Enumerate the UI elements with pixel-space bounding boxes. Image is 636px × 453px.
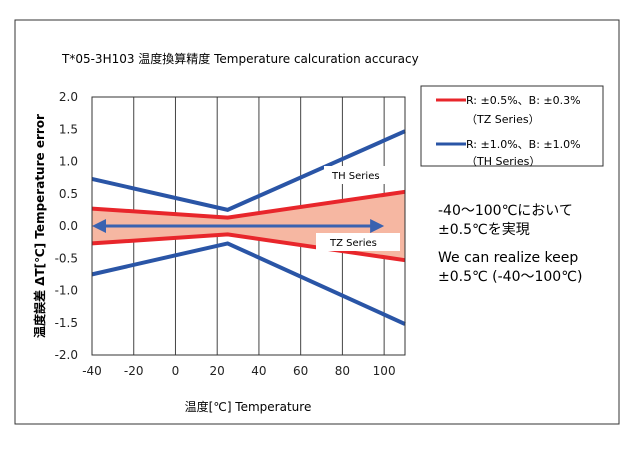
x-axis-label: 温度[℃] Temperature [185, 399, 312, 414]
th-upper-line [91, 129, 406, 212]
y-tick-label: -1.0 [55, 284, 78, 298]
arrow-head-right [370, 219, 385, 233]
arrow-head-left [92, 219, 106, 233]
tz-label-bg [316, 233, 400, 251]
y-tick-label: 0.0 [59, 219, 78, 233]
tz-upper-line [91, 189, 406, 220]
x-tick-label: 40 [251, 364, 266, 378]
y-tick-label: 1.5 [59, 122, 78, 136]
y-tick-label: -0.5 [55, 251, 78, 265]
legend-label-th: R: ±1.0%、B: ±1.0% [466, 138, 581, 151]
legend-label-tz: R: ±0.5%、B: ±0.3% [466, 94, 581, 107]
x-tick-label: 0 [172, 364, 180, 378]
y-axis-label: 温度誤差 ΔT[℃] Temperature error [32, 114, 47, 338]
x-tick-label: -20 [124, 364, 144, 378]
x-tick-label: 80 [335, 364, 350, 378]
y-tick-label: -1.5 [55, 316, 78, 330]
x-tick-label: -40 [82, 364, 102, 378]
x-tick-label: 100 [373, 364, 396, 378]
y-tick-label: 2.0 [59, 90, 78, 104]
note-jp-1: -40～100℃において [438, 203, 573, 219]
x-tick-label: 60 [293, 364, 308, 378]
plot-border [91, 96, 406, 356]
th-label-bg [324, 166, 392, 184]
x-tick-label: 20 [210, 364, 225, 378]
chart-title: T*05-3H103 温度換算精度 Temperature calcuratio… [61, 51, 419, 66]
tz-series-label: TZ Series [329, 238, 377, 249]
note-en-2: ±0.5℃ (-40～100℃) [438, 269, 582, 285]
y-tick-label: -2.0 [55, 348, 78, 362]
legend-sub-th: （TH Series） [466, 155, 540, 168]
y-tick-label: 0.5 [59, 187, 78, 201]
th-series-label: TH Series [331, 171, 380, 182]
note-jp-2: ±0.5℃を実現 [438, 222, 530, 238]
note-en-1: We can realize keep [438, 250, 578, 266]
legend-sub-tz: （TZ Series） [466, 113, 540, 126]
th-lower-line [91, 241, 406, 326]
tz-lower-line [91, 232, 406, 263]
frame [14, 19, 620, 425]
legend: R: ±0.5%、B: ±0.3% （TZ Series） R: ±1.0%、B… [420, 85, 604, 168]
y-tick-label: 1.0 [59, 155, 78, 169]
